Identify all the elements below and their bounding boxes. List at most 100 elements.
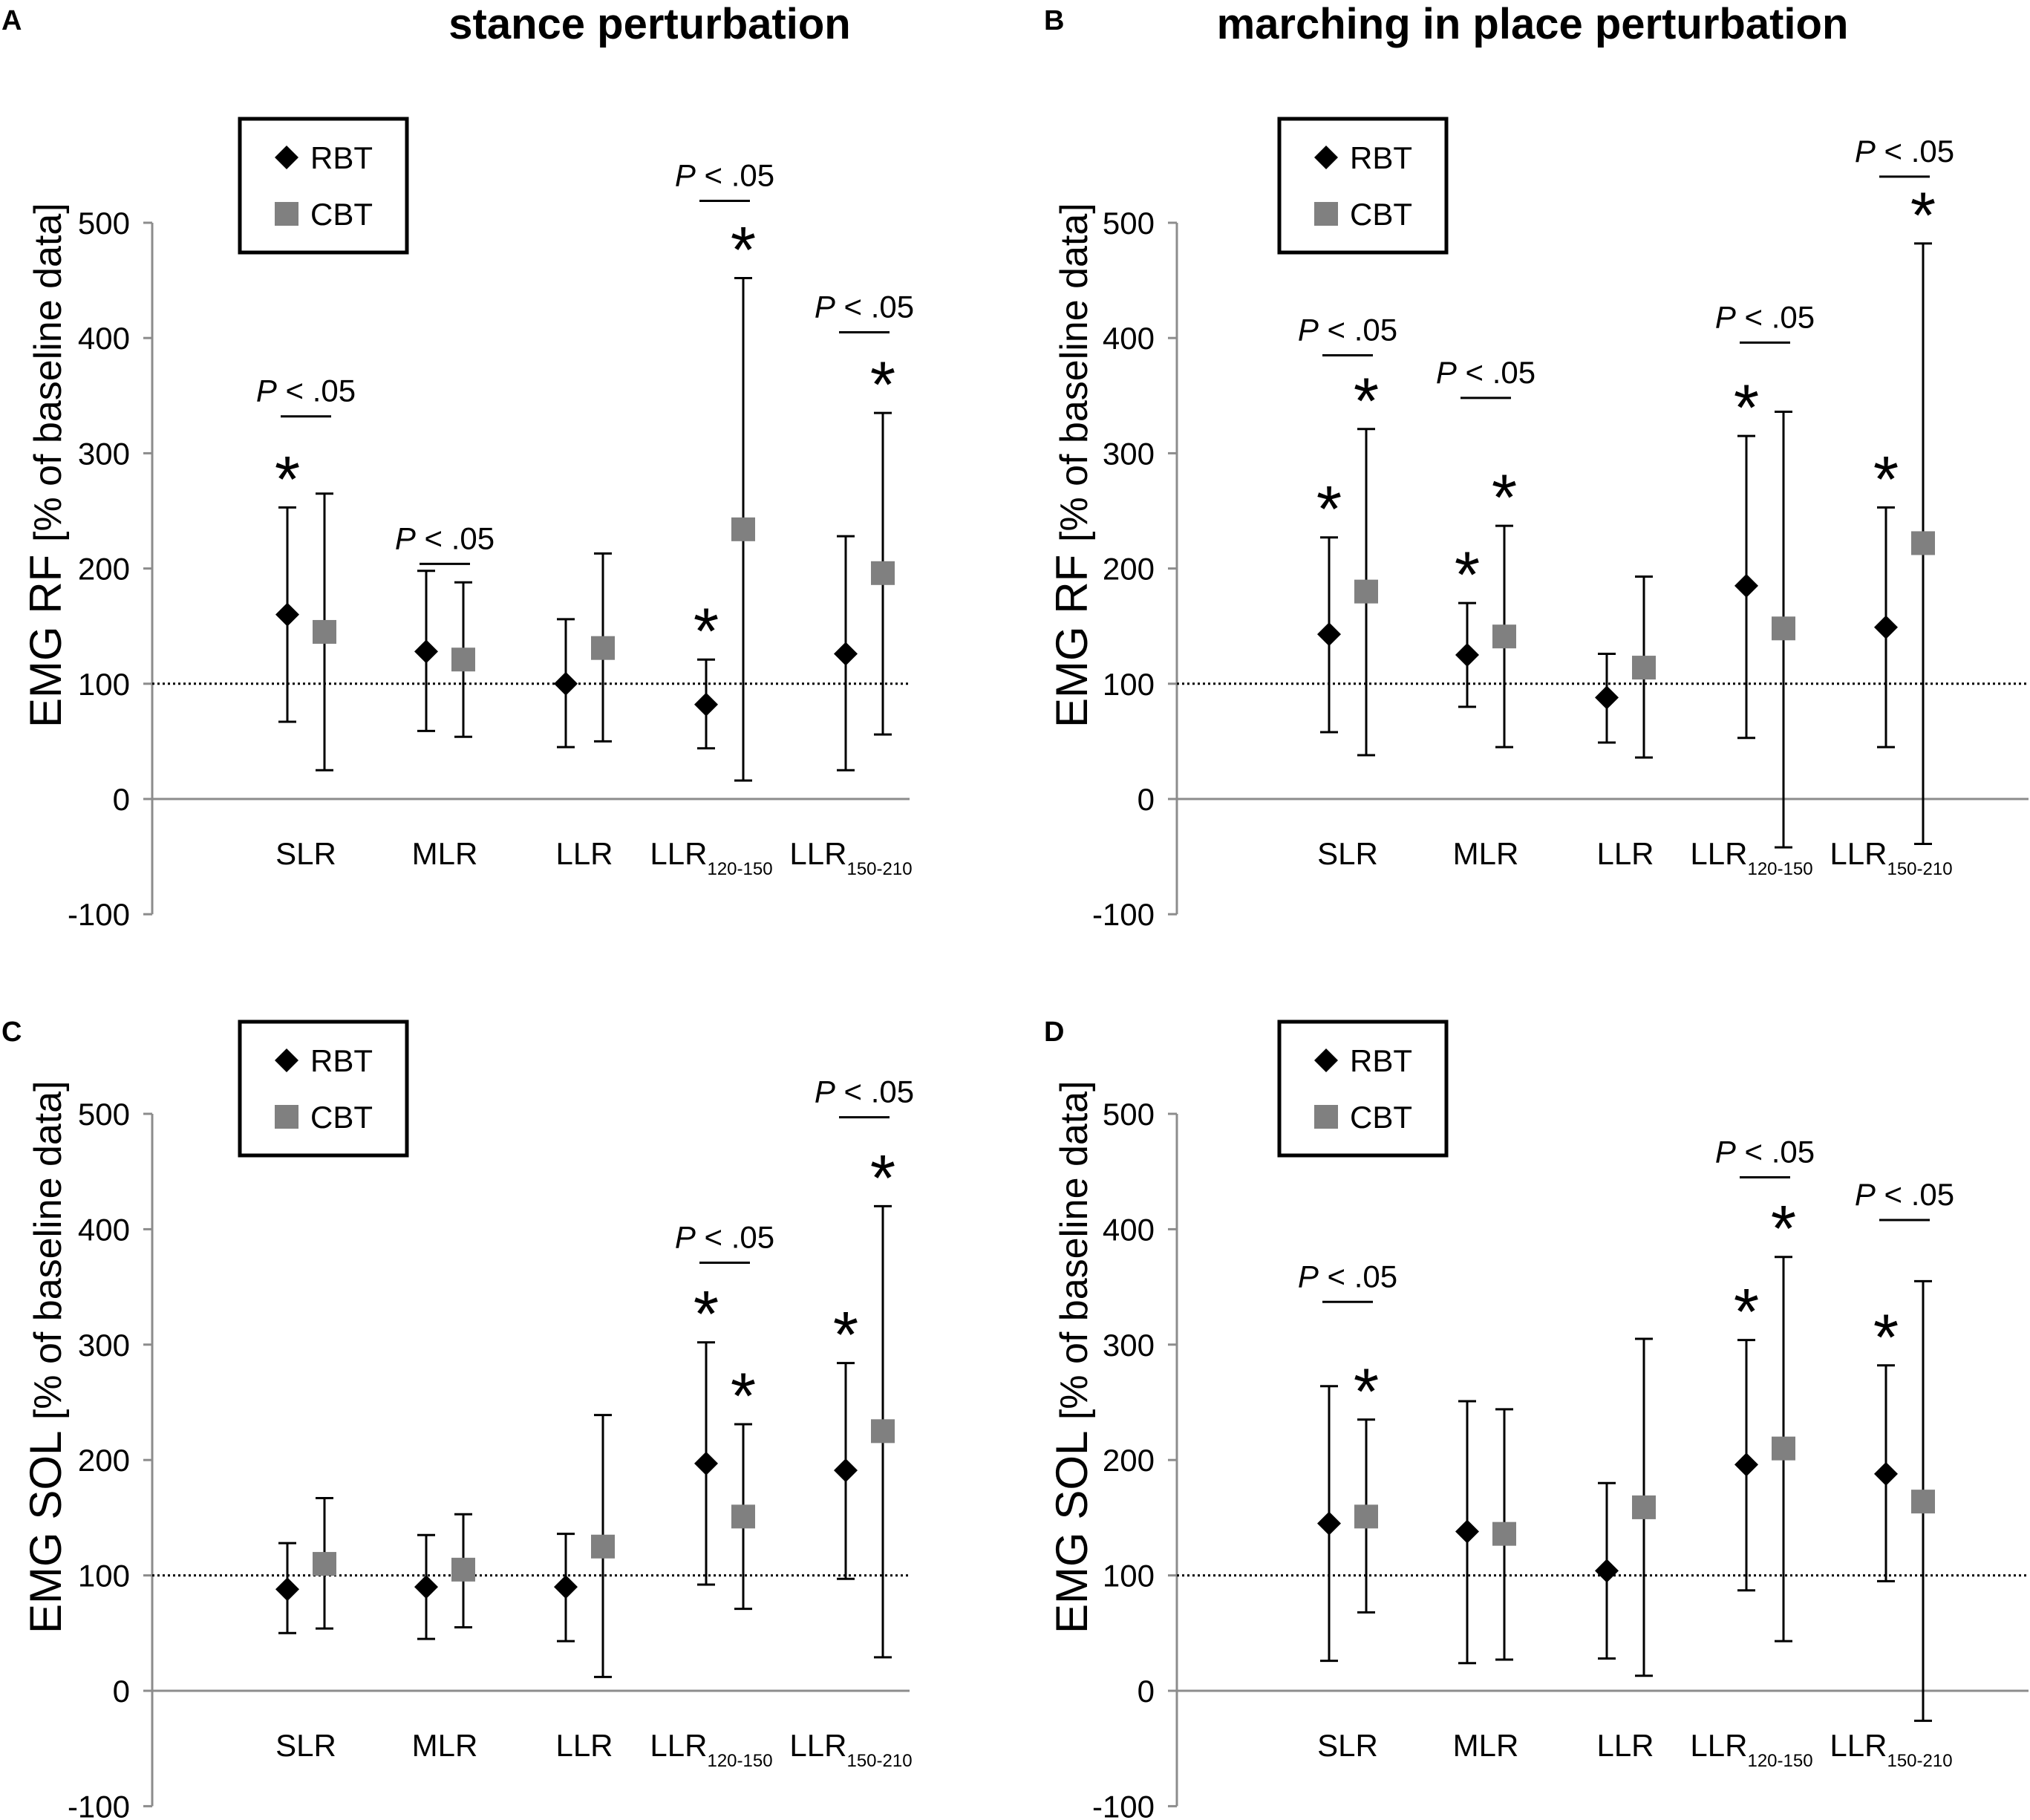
category-main: LLR — [789, 1728, 846, 1763]
cbt-point — [1632, 656, 1656, 680]
y-axis-label-sub: [% of baseline data] — [1053, 1080, 1096, 1420]
y-tick-label: 100 — [1103, 667, 1155, 702]
legend-rbt-label: RBT — [1350, 140, 1412, 175]
y-tick-label: 300 — [78, 436, 130, 471]
y-tick-label: 200 — [78, 552, 130, 587]
p-value-rest: < .05 — [835, 1074, 914, 1109]
legend-cbt-marker — [1314, 1105, 1338, 1129]
rbt-point — [1455, 643, 1479, 667]
rbt-point — [414, 1575, 438, 1599]
category-label: LLR — [1596, 1728, 1654, 1763]
y-tick-label: -100 — [1092, 1789, 1155, 1820]
category-main: LLR — [1830, 836, 1887, 871]
rbt-point — [694, 1451, 718, 1475]
category-label: SLR — [275, 1728, 336, 1763]
legend-rbt-label: RBT — [310, 140, 373, 175]
category-label: LLR150-210 — [789, 1728, 912, 1771]
legend-rbt-marker — [1314, 146, 1338, 169]
category-main: LLR — [1690, 1728, 1747, 1763]
y-tick-label: -100 — [1092, 897, 1155, 932]
cbt-point — [591, 636, 615, 660]
p-value-label: P < .05 — [1855, 1177, 1954, 1212]
cbt-point — [731, 517, 755, 541]
p-value-rest: < .05 — [1876, 134, 1954, 169]
panel-letter: C — [1, 1017, 22, 1048]
category-main: LLR — [1690, 836, 1747, 871]
y-axis-label: EMG RF [% of baseline data] — [1047, 203, 1097, 728]
legend: RBT CBT — [238, 1020, 409, 1158]
p-value-p: P — [675, 1219, 696, 1254]
significance-star: * — [1354, 1354, 1379, 1428]
legend-box — [1277, 1020, 1449, 1158]
category-label: LLR — [1596, 836, 1654, 871]
category-main: LLR — [555, 1728, 613, 1763]
p-value-rest: < .05 — [1736, 1134, 1815, 1169]
significance-star: * — [870, 1141, 895, 1214]
legend-cbt-marker — [1314, 202, 1338, 226]
category-label: LLR120-150 — [1690, 1728, 1812, 1771]
p-value-p: P — [395, 521, 416, 555]
p-value-p: P — [256, 374, 277, 408]
category-label: LLR120-150 — [650, 1728, 772, 1771]
significance-star: * — [1455, 538, 1480, 611]
cbt-point — [1492, 1521, 1516, 1546]
cbt-point — [1632, 1495, 1656, 1519]
y-tick-label: 500 — [1103, 1097, 1155, 1132]
panel-b: B 500 400 300 200 100 0 -100 EMG RF [% of baseli… — [1044, 5, 2029, 932]
y-axis-label: EMG SOL [% of baseline data] — [1047, 1080, 1097, 1634]
rbt-point — [1595, 685, 1619, 710]
legend-cbt-label: CBT — [310, 197, 373, 232]
category-main: SLR — [275, 836, 336, 871]
rbt-point — [1734, 1452, 1758, 1477]
column-title-stance: stance perturbation — [448, 0, 850, 48]
category-subscript: 120-150 — [1747, 859, 1812, 879]
significance-star: * — [833, 1298, 858, 1371]
y-tick-label: 100 — [78, 1559, 130, 1594]
p-value-label: P < .05 — [1436, 355, 1535, 390]
rbt-point — [834, 642, 858, 666]
cbt-point — [1911, 531, 1935, 555]
cbt-point — [451, 1557, 475, 1582]
rbt-point — [275, 602, 299, 627]
category-label: LLR — [555, 836, 613, 871]
y-tick-label: 300 — [78, 1328, 130, 1363]
p-value-rest: < .05 — [1457, 355, 1535, 390]
p-value-label: P < .05 — [1715, 1134, 1815, 1169]
panel-d: D 500 400 300 200 100 0 -100 EMG SOL [% of basel… — [1044, 1017, 2029, 1820]
y-axis-label: EMG RF [% of baseline data] — [21, 203, 71, 728]
y-tick-label: 300 — [1103, 436, 1155, 471]
category-label: LLR150-210 — [789, 836, 912, 879]
y-tick-label: 400 — [1103, 1212, 1155, 1247]
p-value-label: P < .05 — [1855, 134, 1954, 169]
significance-star: * — [1354, 364, 1379, 437]
rbt-point — [414, 639, 438, 664]
significance-star: * — [731, 1359, 756, 1432]
category-main: LLR — [650, 1728, 707, 1763]
legend-cbt-label: CBT — [1350, 197, 1412, 232]
category-label: SLR — [275, 836, 336, 871]
category-label: LLR120-150 — [650, 836, 772, 879]
p-value-p: P — [1298, 312, 1319, 347]
cbt-point — [731, 1504, 755, 1529]
legend-rbt-marker — [275, 1048, 298, 1072]
y-tick-label: 0 — [1138, 782, 1155, 817]
category-subscript: 150-210 — [846, 859, 912, 879]
cbt-point — [451, 648, 475, 672]
p-value-rest: < .05 — [1876, 1177, 1954, 1212]
rbt-point — [554, 671, 578, 696]
category-main: MLR — [412, 836, 478, 871]
p-value-label: P < .05 — [815, 289, 914, 324]
p-value-rest: < .05 — [835, 289, 914, 324]
p-value-rest: < .05 — [277, 374, 356, 408]
significance-star: * — [1910, 178, 1936, 252]
legend-box — [238, 117, 409, 255]
cbt-point — [1354, 579, 1378, 604]
category-main: SLR — [275, 1728, 336, 1763]
rbt-point — [1317, 1511, 1341, 1536]
rbt-point — [1317, 622, 1341, 647]
legend-cbt-label: CBT — [1350, 1100, 1412, 1135]
cbt-point — [591, 1534, 615, 1559]
category-main: LLR — [650, 836, 707, 871]
y-tick-label: 0 — [113, 782, 130, 817]
